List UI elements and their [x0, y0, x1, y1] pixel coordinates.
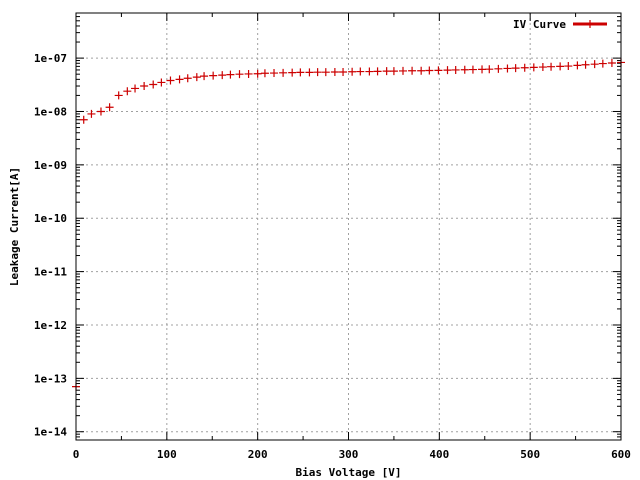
- data-point: [218, 71, 227, 80]
- data-point: [253, 69, 262, 78]
- data-point: [538, 63, 547, 72]
- data-point: [556, 62, 565, 71]
- data-point: [305, 68, 314, 77]
- data-point: [382, 67, 391, 76]
- data-point: [313, 68, 322, 77]
- data-point: [356, 67, 365, 76]
- data-point: [105, 103, 114, 112]
- data-point: [175, 75, 184, 84]
- axis-ticks: [75, 13, 622, 440]
- data-point: [270, 69, 279, 78]
- data-point: [288, 68, 297, 77]
- data-point: [399, 66, 407, 75]
- data-point: [140, 82, 149, 91]
- data-point: [434, 66, 443, 75]
- data-point: [425, 66, 434, 75]
- y-tick-label: 1e-10: [34, 212, 67, 225]
- data-point: [79, 115, 88, 124]
- data-point: [451, 65, 460, 74]
- y-tick-label: 1e-08: [34, 105, 67, 118]
- data-point: [226, 70, 235, 79]
- legend-label: IV Curve: [513, 18, 566, 31]
- data-point: [348, 67, 357, 76]
- data-point: [408, 66, 417, 75]
- grid-lines: [76, 13, 621, 440]
- data-point: [321, 68, 330, 77]
- data-point: [520, 63, 529, 72]
- data-point: [443, 66, 452, 75]
- data-point: [485, 65, 494, 74]
- data-point: [511, 64, 520, 73]
- data-point: [209, 71, 218, 80]
- data-point: [260, 69, 269, 78]
- data-point: [157, 78, 166, 87]
- data-point: [460, 65, 469, 74]
- data-point: [149, 80, 158, 89]
- data-point: [279, 68, 288, 77]
- x-tick-label: 400: [429, 448, 449, 461]
- x-tick-label: 500: [520, 448, 540, 461]
- data-point: [564, 62, 573, 71]
- data-point: [389, 67, 398, 76]
- data-point: [478, 65, 487, 74]
- y-tick-label: 1e-12: [34, 319, 67, 332]
- x-tick-label: 200: [248, 448, 268, 461]
- legend-marker: [586, 20, 594, 28]
- data-point: [96, 107, 105, 116]
- x-tick-labels: 0 100 200 300 400 500 600: [73, 448, 631, 461]
- data-point: [244, 69, 253, 78]
- data-point: [339, 67, 348, 76]
- data-point: [183, 74, 192, 83]
- data-point: [192, 73, 201, 82]
- data-points: [72, 58, 625, 391]
- plot-frame: [75, 12, 622, 441]
- data-point: [607, 58, 616, 67]
- x-tick-label: 300: [339, 448, 359, 461]
- x-tick-label: 0: [73, 448, 80, 461]
- y-tick-label: 1e-11: [34, 266, 67, 279]
- data-point: [590, 60, 599, 69]
- data-point: [373, 67, 382, 76]
- legend: IV Curve: [513, 18, 607, 31]
- data-point: [468, 65, 477, 74]
- data-point: [598, 59, 607, 68]
- data-point: [365, 67, 374, 76]
- x-tick-label: 600: [611, 448, 631, 461]
- data-point: [529, 63, 538, 72]
- y-tick-label: 1e-09: [34, 159, 67, 172]
- data-point: [200, 72, 209, 81]
- y-tick-labels: 1e-14 1e-13 1e-12 1e-11 1e-10 1e-09 1e-08 1e-07: [34, 52, 67, 439]
- y-tick-label: 1e-14: [34, 426, 67, 439]
- data-point: [494, 64, 503, 73]
- data-point: [547, 62, 556, 71]
- x-axis-label: Bias Voltage [V]: [296, 466, 402, 479]
- data-point: [417, 66, 426, 75]
- data-point: [503, 64, 512, 73]
- data-point: [123, 87, 132, 96]
- y-tick-label: 1e-13: [34, 372, 67, 385]
- data-point: [296, 68, 305, 77]
- data-point: [87, 109, 96, 118]
- data-point: [330, 67, 339, 76]
- data-point: [131, 84, 140, 93]
- y-tick-label: 1e-07: [34, 52, 67, 65]
- data-point: [235, 70, 244, 79]
- data-point: [166, 76, 175, 85]
- x-tick-label: 100: [157, 448, 177, 461]
- data-point: [114, 91, 123, 100]
- y-axis-label: Leakage Current[A]: [8, 167, 21, 286]
- data-point: [581, 60, 590, 69]
- data-point: [573, 61, 582, 70]
